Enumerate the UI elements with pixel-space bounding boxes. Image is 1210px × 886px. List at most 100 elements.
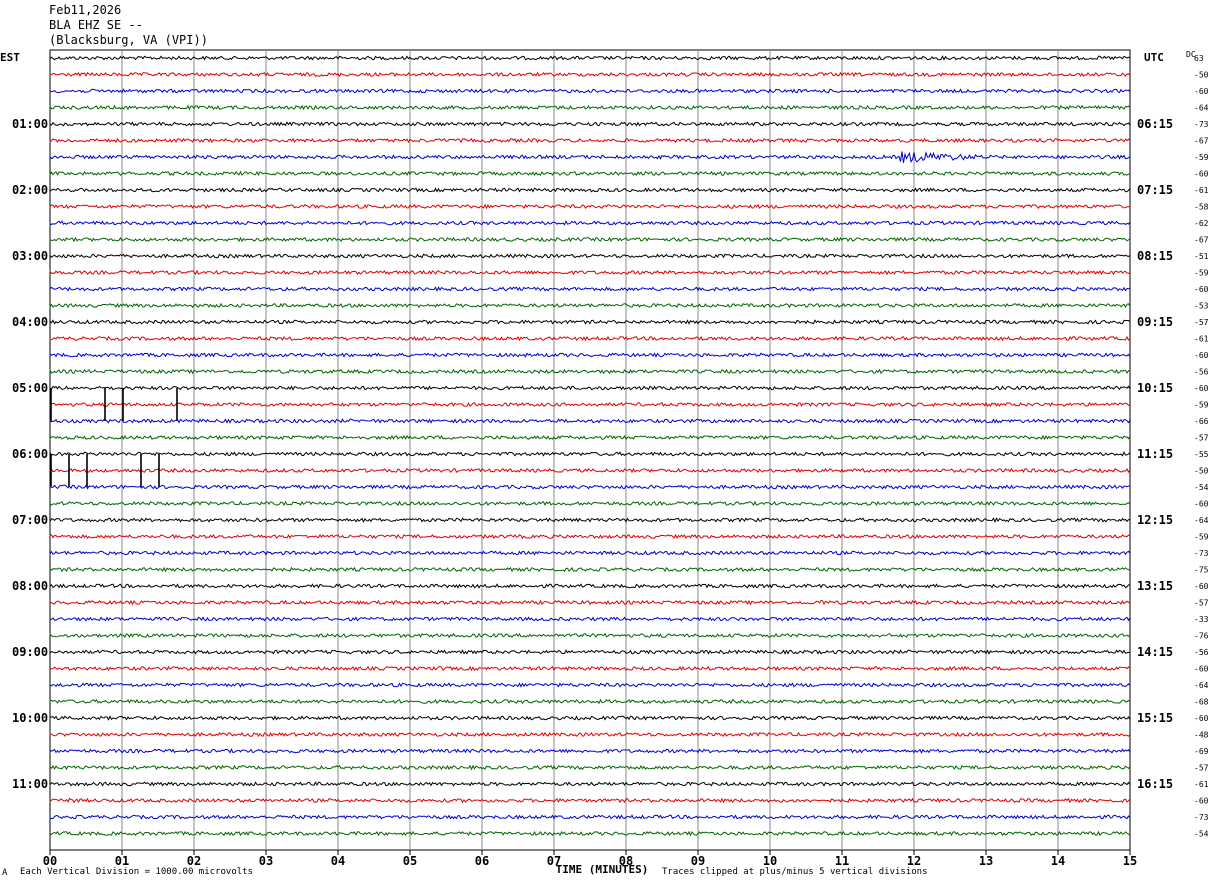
trace-black: [49, 649, 1131, 655]
utc-time-label: 09:15: [1137, 315, 1173, 329]
dc-offset-label: -56: [1194, 648, 1209, 657]
dc-offset-label: -68: [1194, 698, 1209, 707]
utc-time-label: 08:15: [1137, 249, 1173, 263]
est-time-label: 05:00: [12, 381, 48, 395]
dc-offset-label: -51: [1194, 252, 1209, 261]
trace-green: [49, 566, 1131, 573]
est-time-label: 02:00: [12, 183, 48, 197]
est-time-label: 07:00: [12, 513, 48, 527]
dc-offset-label: -57: [1194, 599, 1209, 608]
trace-blue: [49, 484, 1131, 490]
trace-red: [49, 533, 1131, 540]
x-tick-label: 15: [1123, 854, 1137, 868]
station-location: (Blacksburg, VA (VPI)): [49, 33, 208, 47]
est-time-label: 09:00: [12, 645, 48, 659]
trace-black: [49, 715, 1131, 721]
dc-offset-label: 63: [1194, 54, 1204, 63]
x-tick-label: 00: [43, 854, 57, 868]
trace-blue: [49, 150, 1131, 163]
right-zone-label: UTC: [1144, 51, 1164, 64]
trace-blue: [49, 682, 1131, 688]
dc-offset-label: -54: [1194, 830, 1209, 839]
x-tick-label: 10: [763, 854, 777, 868]
trace-red: [49, 71, 1131, 78]
dc-offset-label: -60: [1194, 714, 1209, 723]
est-time-label: 01:00: [12, 117, 48, 131]
x-tick-label: 06: [475, 854, 489, 868]
trace-black: [49, 55, 1131, 61]
dc-offset-label: -50: [1194, 467, 1209, 476]
est-time-label: 03:00: [12, 249, 48, 263]
trace-black: [49, 319, 1131, 325]
x-tick-label: 07: [547, 854, 561, 868]
dc-offset-label: -59: [1194, 401, 1209, 410]
trace-red: [49, 269, 1131, 276]
dc-offset-label: -69: [1194, 747, 1209, 756]
x-tick-label: 09: [691, 854, 705, 868]
trace-green: [49, 302, 1131, 309]
plot-border: [49, 49, 1131, 851]
dc-offset-label: -73: [1194, 813, 1209, 822]
clip-note: Traces clipped at plus/minus 5 vertical …: [662, 867, 928, 877]
dc-offset-label: -60: [1194, 582, 1209, 591]
est-time-label: 04:00: [12, 315, 48, 329]
trace-green: [49, 500, 1131, 507]
trace-green: [49, 104, 1131, 111]
x-tick-label: 03: [259, 854, 273, 868]
dc-offset-label: -66: [1194, 417, 1209, 426]
trace-black: [49, 187, 1131, 193]
trace-green: [49, 170, 1131, 177]
trace-black: [49, 385, 1131, 391]
est-time-label: 10:00: [12, 711, 48, 725]
dc-offset-label: -60: [1194, 87, 1209, 96]
dc-offset-label: -61: [1194, 780, 1209, 789]
utc-time-label: 06:15: [1137, 117, 1173, 131]
dc-offset-label: -73: [1194, 549, 1209, 558]
dc-offset-label: -33: [1194, 615, 1209, 624]
utc-time-label: 13:15: [1137, 579, 1173, 593]
dc-offset-label: -57: [1194, 434, 1209, 443]
trace-red: [49, 203, 1131, 210]
trace-red: [49, 401, 1131, 408]
x-tick-label: 02: [187, 854, 201, 868]
utc-time-label: 12:15: [1137, 513, 1173, 527]
dc-offset-label: -60: [1194, 797, 1209, 806]
x-tick-label: 01: [115, 854, 129, 868]
trace-green: [49, 632, 1131, 639]
x-tick-label: 13: [979, 854, 993, 868]
x-tick-label: 11: [835, 854, 849, 868]
dc-offset-label: -64: [1194, 516, 1209, 525]
dc-offset-label: -59: [1194, 533, 1209, 542]
trace-green: [49, 434, 1131, 441]
trace-blue: [49, 286, 1131, 292]
dc-offset-label: -73: [1194, 120, 1209, 129]
x-axis-title: TIME (MINUTES): [556, 863, 649, 876]
left-zone-label: EST: [0, 51, 20, 64]
est-time-label: 06:00: [12, 447, 48, 461]
utc-time-label: 16:15: [1137, 777, 1173, 791]
trace-green: [49, 698, 1131, 705]
dc-offset-label: -60: [1194, 170, 1209, 179]
trace-red: [49, 599, 1131, 606]
trace-blue: [49, 550, 1131, 556]
dc-offset-label: -64: [1194, 681, 1209, 690]
dc-offset-label: -57: [1194, 764, 1209, 773]
x-tick-label: 08: [619, 854, 633, 868]
trace-green: [49, 368, 1131, 375]
dc-offset-label: -48: [1194, 731, 1209, 740]
x-tick-label: 14: [1051, 854, 1065, 868]
dc-offset-label: -61: [1194, 335, 1209, 344]
dc-offset-label: -76: [1194, 632, 1209, 641]
dc-offset-label: -64: [1194, 104, 1209, 113]
record-date: Feb11,2026: [49, 3, 122, 17]
utc-time-label: 10:15: [1137, 381, 1173, 395]
dc-offset-label: -53: [1194, 302, 1209, 311]
x-tick-label: 04: [331, 854, 345, 868]
trace-black: [49, 517, 1131, 523]
dc-offset-label: -61: [1194, 186, 1209, 195]
trace-blue: [49, 352, 1131, 358]
dc-offset-label: -59: [1194, 269, 1209, 278]
trace-black: [49, 450, 1131, 457]
dc-offset-label: -62: [1194, 219, 1209, 228]
x-tick-label: 05: [403, 854, 417, 868]
